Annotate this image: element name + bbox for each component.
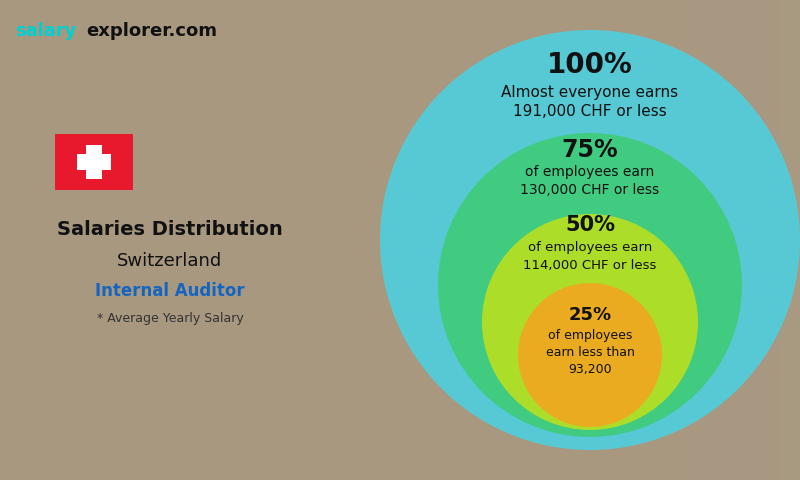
Text: of employees earn: of employees earn <box>526 165 654 179</box>
Bar <box>570 0 580 480</box>
Circle shape <box>518 283 662 427</box>
Circle shape <box>380 30 800 450</box>
Text: * Average Yearly Salary: * Average Yearly Salary <box>97 312 243 325</box>
Bar <box>86 145 102 179</box>
Text: 100%: 100% <box>547 51 633 79</box>
Bar <box>780 0 790 480</box>
Bar <box>700 0 710 480</box>
Bar <box>710 0 720 480</box>
Bar <box>750 0 760 480</box>
Text: salary: salary <box>15 22 76 40</box>
Bar <box>500 0 510 480</box>
Bar <box>620 0 630 480</box>
Bar <box>690 0 700 480</box>
Bar <box>740 0 750 480</box>
Bar <box>420 0 430 480</box>
Circle shape <box>482 214 698 430</box>
Bar <box>650 0 660 480</box>
Bar <box>470 0 480 480</box>
Bar <box>480 0 490 480</box>
Text: of employees: of employees <box>548 328 632 341</box>
Text: 114,000 CHF or less: 114,000 CHF or less <box>523 259 657 272</box>
Bar <box>640 0 650 480</box>
Bar <box>530 0 540 480</box>
Bar <box>550 0 560 480</box>
Text: 25%: 25% <box>569 306 611 324</box>
Text: Almost everyone earns: Almost everyone earns <box>502 84 678 99</box>
Text: of employees earn: of employees earn <box>528 240 652 253</box>
Bar <box>680 0 690 480</box>
Text: 93,200: 93,200 <box>568 363 612 376</box>
Bar <box>670 0 680 480</box>
Text: 130,000 CHF or less: 130,000 CHF or less <box>521 183 659 197</box>
Bar <box>460 0 470 480</box>
Bar <box>55 134 133 190</box>
Bar <box>490 0 500 480</box>
Bar <box>540 0 550 480</box>
Text: earn less than: earn less than <box>546 347 634 360</box>
Bar <box>760 0 770 480</box>
Bar <box>580 0 590 480</box>
Bar <box>450 0 460 480</box>
Bar <box>520 0 530 480</box>
Bar <box>790 0 800 480</box>
Bar <box>430 0 440 480</box>
Bar <box>730 0 740 480</box>
Text: Switzerland: Switzerland <box>118 252 222 270</box>
Bar <box>77 154 110 170</box>
Bar <box>770 0 780 480</box>
Bar <box>630 0 640 480</box>
Bar <box>600 0 610 480</box>
Text: Salaries Distribution: Salaries Distribution <box>57 220 283 239</box>
Bar <box>590 0 600 480</box>
Text: explorer.com: explorer.com <box>86 22 217 40</box>
Bar <box>610 0 620 480</box>
Bar <box>440 0 450 480</box>
Bar <box>410 0 420 480</box>
Bar <box>400 0 410 480</box>
Text: 75%: 75% <box>562 138 618 162</box>
Bar <box>510 0 520 480</box>
Circle shape <box>438 133 742 437</box>
Bar <box>560 0 570 480</box>
Text: 50%: 50% <box>565 215 615 235</box>
Text: Internal Auditor: Internal Auditor <box>95 282 245 300</box>
Text: 191,000 CHF or less: 191,000 CHF or less <box>513 105 667 120</box>
Bar <box>660 0 670 480</box>
Bar <box>720 0 730 480</box>
